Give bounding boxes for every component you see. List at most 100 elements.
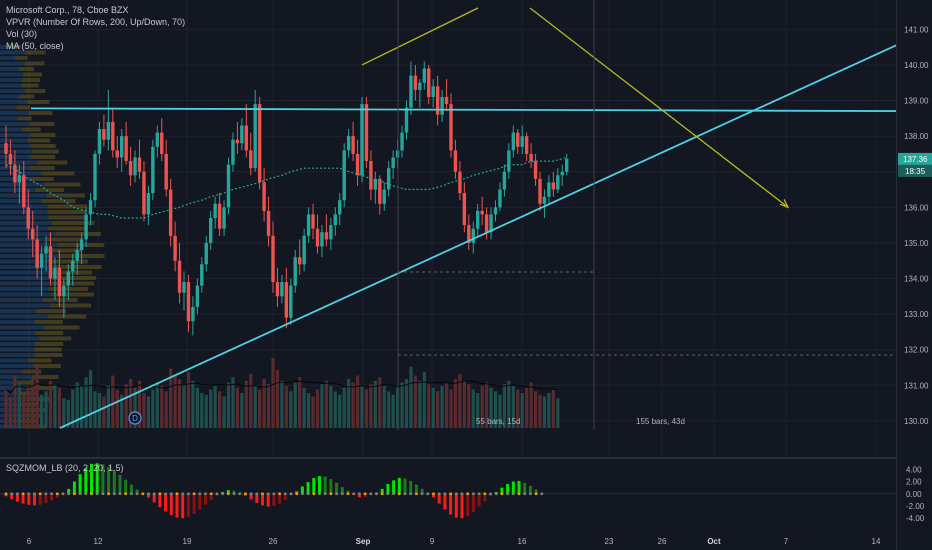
legend-ma[interactable]: MA (50, close) bbox=[6, 41, 64, 51]
squeeze-dot bbox=[244, 492, 247, 496]
squeeze-dot bbox=[511, 492, 515, 496]
squeeze-dot bbox=[380, 492, 384, 496]
volume-bar bbox=[342, 387, 346, 428]
volume-bar bbox=[186, 372, 191, 428]
squeeze-dot bbox=[403, 492, 407, 496]
squeeze-dot bbox=[209, 492, 213, 496]
squeeze-dot bbox=[169, 492, 173, 496]
osc-bar bbox=[528, 485, 532, 494]
candle-body bbox=[387, 168, 391, 190]
vpvr-bar-down bbox=[29, 177, 54, 181]
osc-bar bbox=[534, 489, 538, 494]
time-tick-label: 7 bbox=[784, 537, 789, 546]
vpvr-bar-down bbox=[44, 248, 82, 253]
volume-bar bbox=[436, 391, 440, 428]
volume-bar bbox=[493, 391, 498, 428]
vpvr-bar-down bbox=[27, 100, 50, 104]
volume-bar bbox=[271, 358, 275, 428]
vpvr-bar-up bbox=[0, 171, 42, 176]
volume-bar bbox=[369, 384, 373, 428]
vpvr-bar-down bbox=[47, 226, 87, 231]
osc-bar bbox=[346, 490, 350, 494]
candle-body bbox=[324, 232, 329, 240]
osc-bar bbox=[477, 493, 481, 507]
candle-body bbox=[462, 193, 467, 226]
vpvr-bar-down bbox=[43, 325, 80, 330]
volume-bar bbox=[329, 386, 333, 428]
vpvr-bar-down bbox=[32, 149, 60, 154]
vpvr-bar-down bbox=[27, 138, 51, 143]
legend-symbol[interactable]: Microsoft Corp., 78, Cboe BZX bbox=[6, 5, 129, 15]
volume-bar bbox=[40, 394, 44, 428]
osc-bar bbox=[460, 493, 464, 519]
time-tick-label: 14 bbox=[872, 537, 881, 546]
last-price-label: 137.36 bbox=[903, 155, 928, 164]
candle-body bbox=[373, 178, 378, 190]
time-tick-label: Sep bbox=[356, 537, 371, 546]
candle-body bbox=[484, 214, 489, 233]
volume-bar bbox=[177, 379, 182, 428]
candle-body bbox=[418, 82, 422, 90]
osc-bar bbox=[511, 481, 515, 494]
squeeze-dot bbox=[363, 492, 367, 496]
volume-bar bbox=[502, 384, 506, 428]
volume-bar bbox=[44, 391, 48, 428]
vpvr-bar-down bbox=[22, 127, 41, 132]
vpvr-bar-up bbox=[0, 314, 48, 319]
candle-body bbox=[266, 210, 271, 236]
candle-body bbox=[346, 136, 351, 151]
squeeze-dot bbox=[529, 492, 532, 496]
vpvr-bar-down bbox=[11, 45, 21, 49]
squeeze-dot bbox=[112, 492, 116, 496]
osc-bar bbox=[432, 493, 435, 498]
candle-body bbox=[560, 171, 564, 176]
osc-bar bbox=[437, 493, 441, 504]
volume-bar bbox=[458, 373, 462, 428]
vpvr-bar-down bbox=[30, 133, 56, 137]
squeeze-dot bbox=[477, 492, 481, 496]
volume-bar bbox=[338, 394, 342, 428]
price-tick-label: 139.00 bbox=[904, 97, 929, 106]
volume-bar bbox=[218, 391, 222, 428]
squeeze-dot bbox=[523, 492, 527, 496]
vpvr-bar-up bbox=[0, 89, 25, 93]
time-tick-label: 26 bbox=[269, 537, 278, 546]
osc-bar bbox=[506, 484, 510, 494]
legend-vol[interactable]: Vol (30) bbox=[6, 29, 38, 39]
candle-body bbox=[516, 132, 520, 147]
squeeze-dot bbox=[61, 492, 65, 496]
vpvr-bar-up bbox=[0, 149, 33, 154]
volume-bar bbox=[66, 400, 70, 428]
legend-vpvr[interactable]: VPVR (Number Of Rows, 200, Up/Down, 70) bbox=[6, 17, 186, 27]
projection-arrowhead bbox=[779, 199, 790, 209]
osc-bar bbox=[72, 481, 76, 494]
volume-bar bbox=[320, 384, 324, 428]
candle-body bbox=[97, 129, 102, 154]
volume-bar bbox=[62, 398, 66, 428]
vpvr-bar-down bbox=[30, 155, 56, 159]
candle-body bbox=[231, 139, 235, 165]
candle-body bbox=[48, 246, 53, 279]
candle-body bbox=[427, 68, 431, 97]
osc-bar bbox=[483, 493, 487, 502]
pane-separator[interactable] bbox=[0, 457, 896, 459]
vpvr-bar-down bbox=[45, 237, 84, 242]
volume-bar bbox=[275, 370, 280, 428]
candle-body bbox=[511, 132, 515, 151]
osc-bar bbox=[380, 488, 384, 494]
candle-body bbox=[551, 182, 556, 190]
squeeze-dot bbox=[432, 492, 435, 496]
candle-body bbox=[195, 285, 200, 307]
vpvr-bar-up bbox=[0, 83, 22, 88]
vpvr-bar-up bbox=[0, 336, 40, 341]
volume-bar bbox=[200, 393, 204, 428]
candle-body bbox=[524, 136, 529, 154]
candle-body bbox=[182, 282, 186, 293]
oscillator-legend[interactable]: SQZMOM_LB (20, 2, 20, 1.5) bbox=[6, 463, 124, 473]
squeeze-dot bbox=[135, 492, 139, 496]
candle-body bbox=[137, 157, 142, 172]
squeeze-dot bbox=[500, 492, 504, 496]
dividend-marker-label: D bbox=[132, 414, 138, 423]
squeeze-dot bbox=[90, 492, 93, 496]
